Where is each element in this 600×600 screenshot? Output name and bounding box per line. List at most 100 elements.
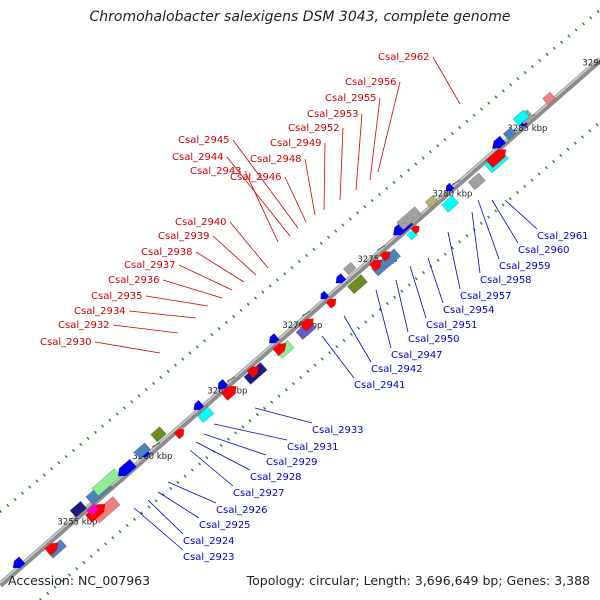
gene-label: Csal_2927 xyxy=(233,488,285,499)
gene-feature xyxy=(320,290,330,300)
gene-label-callout: Csal_2939 xyxy=(158,231,257,276)
gene-label-callout: Csal_2932 xyxy=(58,320,179,334)
gene-label-callout: Csal_2934 xyxy=(74,306,197,319)
gene-label: Csal_2962 xyxy=(378,52,430,63)
gene-label-callout: Csal_2961 xyxy=(504,199,589,242)
gene-feature xyxy=(150,426,167,443)
gene-label-callout: Csal_2947 xyxy=(375,289,443,361)
gene-label: Csal_2955 xyxy=(325,93,377,104)
gene-feature xyxy=(117,458,137,477)
gene-label-callout: Csal_2944 xyxy=(172,152,291,237)
gene-label: Csal_2924 xyxy=(183,536,235,547)
gene-label: Csal_2941 xyxy=(354,380,406,391)
gene-feature xyxy=(196,406,215,424)
gene-feature xyxy=(220,385,237,401)
tick-mark xyxy=(226,376,236,382)
genome-summary-text: Topology: circular; Length: 3,696,649 bp… xyxy=(246,573,590,588)
gene-label: Csal_2953 xyxy=(307,109,359,120)
gene-feature xyxy=(485,149,507,169)
gene-label-callout: Csal_2951 xyxy=(409,265,478,331)
gene-feature xyxy=(133,442,152,460)
gene-label: Csal_2937 xyxy=(124,260,176,271)
gene-feature xyxy=(173,429,185,440)
gene-label-callout: Csal_2927 xyxy=(189,449,285,499)
gene-label-callout: Csal_2937 xyxy=(124,260,233,291)
gene-label: Csal_2925 xyxy=(199,520,251,531)
tick-label: 3285 kbp xyxy=(507,124,547,134)
gene-feature xyxy=(542,91,556,106)
gene-feature xyxy=(12,556,26,569)
inner-dotted-ring xyxy=(39,120,600,600)
gene-label: Csal_2942 xyxy=(371,364,423,375)
gene-label: Csal_2954 xyxy=(443,305,495,316)
gene-feature xyxy=(342,261,357,276)
gene-label: Csal_2930 xyxy=(40,337,92,348)
gene-label: Csal_2939 xyxy=(158,231,210,242)
tick-label: 3255 kbp xyxy=(57,518,97,528)
gene-feature xyxy=(379,251,391,262)
gene-feature xyxy=(347,274,368,295)
gene-label: Csal_2928 xyxy=(250,472,302,483)
gene-feature xyxy=(371,248,402,277)
gene-label-callout: Csal_2956 xyxy=(345,77,401,173)
gene-label-callout: Csal_2945 xyxy=(178,135,299,229)
gene-label: Csal_2949 xyxy=(270,138,322,149)
gene-label: Csal_2959 xyxy=(499,261,551,272)
tick-mark xyxy=(376,245,386,251)
gene-label-callout: Csal_2930 xyxy=(40,337,161,354)
gene-feature xyxy=(369,259,382,272)
gene-feature xyxy=(299,318,314,332)
gene-label-callout: Csal_2958 xyxy=(471,211,532,286)
gene-label-callout: Csal_2954 xyxy=(427,257,495,316)
gene-label-callout: Csal_2925 xyxy=(157,491,251,531)
gene-label: Csal_2961 xyxy=(537,231,589,242)
gene-label: Csal_2958 xyxy=(480,275,532,286)
gene-label-callout: Csal_2962 xyxy=(378,52,461,105)
gene-label-callout: Csal_2935 xyxy=(91,291,209,307)
gene-label-callout: Csal_2950 xyxy=(395,279,460,345)
gene-feature xyxy=(491,135,507,149)
gene-label: Csal_2935 xyxy=(91,291,143,302)
gene-feature xyxy=(335,273,347,284)
gene-label: Csal_2932 xyxy=(58,320,110,331)
gene-label-callout: Csal_2938 xyxy=(141,247,245,283)
gene-feature xyxy=(86,503,100,517)
tick-label: 3290 kbp xyxy=(582,58,600,68)
gene-label: Csal_2938 xyxy=(141,247,193,258)
gene-label: Csal_2934 xyxy=(74,306,126,317)
tick-mark xyxy=(151,442,161,448)
reverse-gene-labels: Csal_2923 Csal_2924 Csal_2925 Csal_2926 Csal… xyxy=(133,199,589,563)
gene-label: Csal_2933 xyxy=(312,425,364,436)
gene-feature xyxy=(217,378,229,390)
gene-label-callout: Csal_2949 xyxy=(270,138,326,211)
gene-label-callout: Csal_2952 xyxy=(288,123,344,201)
gene-label: Csal_2943 xyxy=(190,166,242,177)
gene-feature xyxy=(467,172,486,191)
gene-feature xyxy=(193,399,205,411)
gene-label: Csal_2956 xyxy=(345,77,397,88)
gene-feature xyxy=(445,182,455,192)
gene-feature xyxy=(246,366,260,379)
tick-mark xyxy=(301,310,311,317)
gene-label: Csal_2936 xyxy=(108,275,160,286)
gene-label-callout: Csal_2955 xyxy=(325,93,381,181)
gene-feature xyxy=(91,468,122,497)
gene-label-callout: Csal_2936 xyxy=(108,275,223,299)
gene-feature xyxy=(512,109,530,127)
gene-label-callout: Csal_2957 xyxy=(447,231,512,302)
gene-label: Csal_2923 xyxy=(183,552,235,563)
gene-feature xyxy=(424,195,439,209)
gene-label: Csal_2929 xyxy=(266,457,318,468)
gene-features xyxy=(12,91,556,569)
gene-label: Csal_2946 xyxy=(230,172,282,183)
gene-label: Csal_2940 xyxy=(175,217,227,228)
gene-label: Csal_2950 xyxy=(408,334,460,345)
gene-label: Csal_2957 xyxy=(460,291,512,302)
tick-mark xyxy=(451,179,461,185)
gene-feature xyxy=(396,206,422,231)
gene-label: Csal_2944 xyxy=(172,152,224,163)
gene-feature xyxy=(441,195,460,213)
gene-feature xyxy=(69,500,87,518)
gene-label-callout: Csal_2948 xyxy=(250,154,316,216)
